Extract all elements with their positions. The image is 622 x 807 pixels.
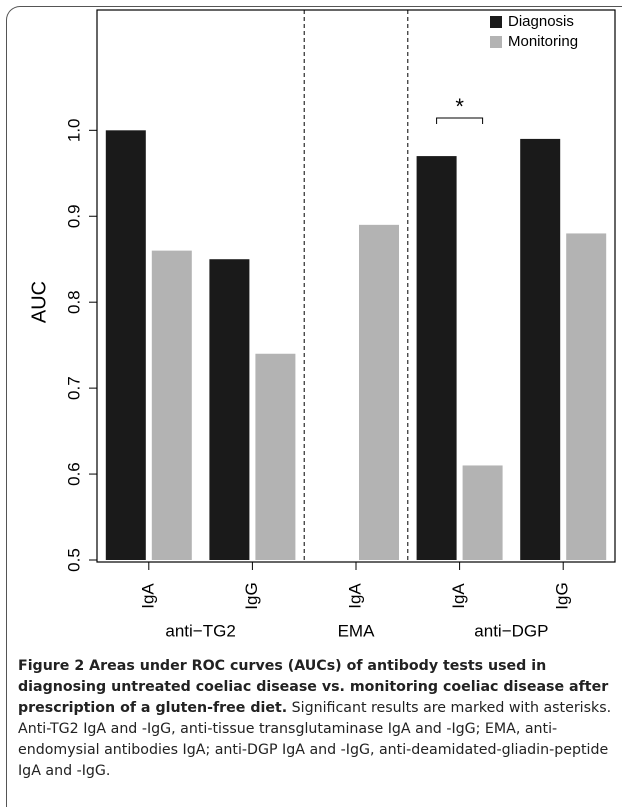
legend-label: Monitoring <box>508 33 578 50</box>
page: {"chart_data": {"type": "bar", "ylabel":… <box>6 6 622 807</box>
bar <box>105 130 146 560</box>
bar <box>566 233 607 560</box>
y-axis-label: AUC <box>28 281 50 323</box>
y-tick-label: 0.9 <box>64 204 83 228</box>
x-tick-label: IgA <box>345 583 364 609</box>
group-label: anti−TG2 <box>165 621 235 640</box>
bar <box>520 138 561 560</box>
bar <box>255 353 296 560</box>
caption-title: Figure 2 Areas under ROC curves (AUCs) o… <box>18 658 609 716</box>
legend-label: Diagnosis <box>508 13 574 30</box>
caption-text: Significant results are marked with aste… <box>18 700 612 779</box>
group-label: EMA <box>338 621 376 640</box>
y-tick-label: 0.8 <box>64 290 83 314</box>
figure-frame <box>6 6 622 807</box>
legend-swatch <box>490 36 502 48</box>
group-label: anti−DGP <box>474 621 548 640</box>
caption: Figure 2 Areas under ROC curves (AUCs) o… <box>18 656 614 782</box>
y-tick-label: 0.7 <box>64 376 83 400</box>
x-tick-label: IgA <box>449 583 468 609</box>
bar <box>151 250 192 560</box>
x-tick-label: IgA <box>138 583 157 609</box>
y-tick-label: 0.5 <box>64 548 83 572</box>
bar <box>416 156 457 560</box>
significance-marker: * <box>455 94 464 119</box>
x-tick-label: IgG <box>242 582 261 609</box>
chart: AUC 0.5 0.6 0.7 0.8 0.9 1.0 IgA IgG anti−TG2 IgA E… <box>28 9 616 640</box>
bar <box>209 259 250 560</box>
x-tick-label: IgG <box>553 582 572 609</box>
legend-swatch <box>490 16 502 28</box>
y-tick-label: 0.6 <box>64 462 83 486</box>
bar <box>359 224 399 560</box>
bar <box>462 465 503 560</box>
y-tick-label: 1.0 <box>64 118 83 142</box>
significance-bracket <box>436 117 484 124</box>
